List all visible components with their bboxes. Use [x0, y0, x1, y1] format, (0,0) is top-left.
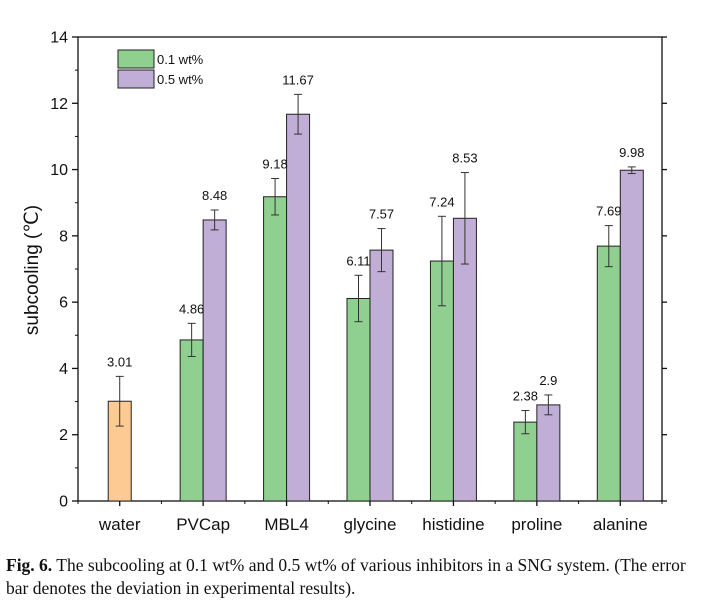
legend: 0.1 wt% 0.5 wt%: [117, 49, 204, 89]
data-label: 6.11: [346, 253, 370, 268]
data-label: 3.01: [107, 354, 132, 369]
data-label: 7.69: [596, 204, 621, 219]
data-label: 2.9: [539, 373, 557, 388]
data-label: 11.67: [282, 72, 314, 87]
data-label: 4.86: [179, 301, 204, 316]
value-labels: 3.01 4.86 8.48 9.18 11.67 6.11 7.57 7.24 8.53 2.3…: [107, 72, 644, 403]
y-tick-label: 14: [50, 30, 68, 47]
data-label: 2.38: [513, 389, 538, 404]
bar: [263, 196, 288, 502]
legend-swatch: [117, 49, 155, 69]
data-label: 8.53: [452, 151, 477, 166]
data-label: 9.98: [619, 145, 644, 160]
error-bars: [115, 93, 636, 435]
figure-caption: Fig. 6. The subcooling at 0.1 wt% and 0.…: [6, 554, 696, 600]
y-tick-label: 8: [59, 228, 68, 245]
y-axis-label: subcooling (℃): [22, 205, 43, 335]
bars: [107, 113, 644, 502]
bar: [536, 404, 561, 502]
bar: [179, 339, 204, 502]
caption-text: The subcooling at 0.1 wt% and 0.5 wt% of…: [6, 555, 686, 598]
x-tick-label: glycine: [344, 515, 397, 534]
bar-chart: 3.01 4.86 8.48 9.18 11.67 6.11 7.57 7.24 8.53 2.3…: [22, 30, 667, 534]
x-tick-label: alanine: [593, 515, 648, 534]
data-label: 7.57: [369, 207, 394, 222]
caption-label: Fig. 6.: [6, 555, 53, 575]
y-axis: 0 2 4 6 8 10 12 14: [50, 30, 667, 511]
x-tick-label: PVCap: [176, 515, 230, 534]
data-label: 9.18: [262, 157, 287, 172]
legend-label: 0.1 wt%: [157, 52, 204, 67]
bar: [286, 113, 311, 502]
x-tick-label: water: [98, 515, 141, 534]
y-tick-label: 0: [59, 494, 68, 511]
x-tick-label: MBL4: [264, 515, 308, 534]
y-tick-label: 4: [59, 361, 68, 378]
y-tick-label: 6: [59, 295, 68, 312]
x-tick-label: histidine: [422, 515, 484, 534]
legend-label: 0.5 wt%: [157, 72, 204, 87]
bar: [202, 219, 227, 502]
y-tick-label: 12: [50, 96, 68, 113]
y-tick-label: 2: [59, 427, 68, 444]
x-axis: water PVCap MBL4 glycine histidine proline ala…: [77, 501, 663, 534]
data-label: 7.24: [429, 194, 454, 209]
legend-swatch: [117, 69, 155, 89]
bar: [346, 297, 371, 502]
bar: [596, 245, 621, 502]
bar: [369, 249, 394, 502]
x-tick-label: proline: [511, 515, 562, 534]
y-tick-label: 10: [50, 162, 68, 179]
data-label: 8.48: [202, 188, 227, 203]
bar: [619, 169, 644, 502]
